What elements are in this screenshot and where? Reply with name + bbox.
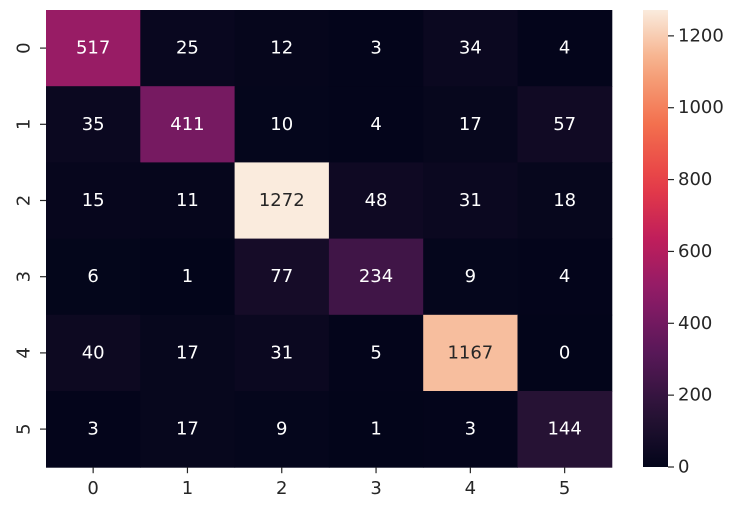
heatmap-cell-r5-c5 xyxy=(517,391,613,468)
x-axis: 0 1 2 3 4 5 xyxy=(87,467,570,499)
cell-value-r0-c2: 12 xyxy=(270,38,293,59)
cell-value-r4-c4: 1167 xyxy=(447,342,493,363)
heatmap-cell-r5-c1 xyxy=(140,391,236,468)
cell-value-r1-c0: 35 xyxy=(82,114,105,135)
heatmap-cell-r4-c4 xyxy=(423,314,518,392)
colorbar-tick-label-6: 1200 xyxy=(678,25,724,46)
cell-value-r5-c0: 3 xyxy=(87,419,98,440)
cell-value-r5-c4: 3 xyxy=(465,419,476,440)
cell-value-r1-c5: 57 xyxy=(553,114,576,135)
heatmap-cell-r1-c2 xyxy=(234,86,330,163)
cell-value-r0-c4: 34 xyxy=(459,38,482,59)
colorbar: 0 200 400 600 800 1000 1200 xyxy=(643,10,724,478)
cell-value-r0-c3: 3 xyxy=(370,38,381,59)
x-tick-label-5: 5 xyxy=(559,478,570,499)
cell-value-r4-c2: 31 xyxy=(270,342,293,363)
heatmap-cells xyxy=(46,10,613,468)
heatmap-cell-r2-c2 xyxy=(234,162,330,240)
cell-value-r5-c1: 17 xyxy=(176,419,199,440)
cell-value-r3-c0: 6 xyxy=(87,266,98,287)
cell-value-r5-c2: 9 xyxy=(276,419,287,440)
cell-value-r0-c1: 25 xyxy=(176,38,199,59)
cell-value-r3-c1: 1 xyxy=(182,266,193,287)
colorbar-tick-label-5: 1000 xyxy=(678,97,724,118)
heatmap-cell-r4-c2 xyxy=(234,314,330,392)
cell-value-r2-c4: 31 xyxy=(459,190,482,211)
cell-value-r3-c3: 234 xyxy=(359,266,393,287)
heatmap-cell-r4-c5 xyxy=(517,314,613,392)
x-tick-label-1: 1 xyxy=(182,478,193,499)
heatmap-cell-r3-c0 xyxy=(46,238,141,316)
cell-value-r4-c5: 0 xyxy=(559,342,570,363)
heatmap-cell-r3-c4 xyxy=(423,238,518,316)
x-tick-label-4: 4 xyxy=(465,478,476,499)
colorbar-tick-label-4: 800 xyxy=(678,169,712,190)
heatmap-cell-r1-c5 xyxy=(517,86,613,163)
colorbar-gradient xyxy=(643,10,668,467)
heatmap-cell-r3-c1 xyxy=(140,238,236,316)
cell-value-r2-c2: 1272 xyxy=(259,190,305,211)
y-tick-label-0: 0 xyxy=(14,42,35,53)
cell-value-r4-c3: 5 xyxy=(370,342,381,363)
cell-value-r1-c4: 17 xyxy=(459,114,482,135)
cell-value-r3-c4: 9 xyxy=(465,266,476,287)
heatmap-cell-r2-c5 xyxy=(517,162,613,240)
cell-value-r5-c5: 144 xyxy=(547,419,581,440)
heatmap-cell-r0-c0 xyxy=(46,10,141,87)
colorbar-tick-label-3: 600 xyxy=(678,241,712,262)
y-tick-label-2: 2 xyxy=(14,195,35,206)
heatmap-cell-r5-c3 xyxy=(328,391,424,468)
cell-value-r2-c1: 11 xyxy=(176,190,199,211)
cell-value-r3-c2: 77 xyxy=(270,266,293,287)
x-tick-label-0: 0 xyxy=(87,478,98,499)
y-tick-label-4: 4 xyxy=(14,347,35,358)
x-tick-label-3: 3 xyxy=(370,478,381,499)
cell-value-r1-c2: 10 xyxy=(270,114,293,135)
heatmap-cell-r2-c3 xyxy=(328,162,424,240)
heatmap-cell-r2-c4 xyxy=(423,162,518,240)
cell-value-r1-c3: 4 xyxy=(370,114,381,135)
y-tick-label-1: 1 xyxy=(14,119,35,130)
cell-value-r0-c0: 517 xyxy=(76,38,110,59)
heatmap-cell-r2-c0 xyxy=(46,162,141,240)
heatmap-cell-r2-c1 xyxy=(140,162,236,240)
y-axis: 0 1 2 3 4 5 xyxy=(14,42,46,435)
cell-value-r2-c5: 18 xyxy=(553,190,576,211)
heatmap-cell-r4-c3 xyxy=(328,314,424,392)
heatmap-cell-r3-c5 xyxy=(517,238,613,316)
heatmap-cell-r0-c2 xyxy=(234,10,330,87)
colorbar-tick-label-0: 0 xyxy=(678,457,689,478)
colorbar-tick-label-1: 200 xyxy=(678,385,712,406)
heatmap-cell-r4-c1 xyxy=(140,314,236,392)
colorbar-tick-label-2: 400 xyxy=(678,313,712,334)
cell-value-r3-c5: 4 xyxy=(559,266,570,287)
heatmap-cell-r1-c4 xyxy=(423,86,518,163)
heatmap-cell-r0-c3 xyxy=(328,10,424,87)
cell-value-r1-c1: 411 xyxy=(170,114,204,135)
y-tick-label-5: 5 xyxy=(14,423,35,434)
cell-value-r2-c3: 48 xyxy=(365,190,388,211)
cell-value-r5-c3: 1 xyxy=(370,419,381,440)
heatmap-cell-r0-c4 xyxy=(423,10,518,87)
heatmap-cell-r1-c3 xyxy=(328,86,424,163)
cell-value-r4-c1: 17 xyxy=(176,342,199,363)
heatmap-cell-r5-c4 xyxy=(423,391,518,468)
heatmap-cell-r1-c0 xyxy=(46,86,141,163)
cell-value-r4-c0: 40 xyxy=(82,342,105,363)
heatmap-cell-r0-c1 xyxy=(140,10,236,87)
heatmap-cell-r0-c5 xyxy=(517,10,613,87)
heatmap-cell-r3-c3 xyxy=(328,238,424,316)
heatmap-cell-r5-c2 xyxy=(234,391,330,468)
y-tick-label-3: 3 xyxy=(14,271,35,282)
cell-value-r0-c5: 4 xyxy=(559,38,570,59)
cell-value-r2-c0: 15 xyxy=(82,190,105,211)
heatmap-cell-r4-c0 xyxy=(46,314,141,392)
heatmap-cell-r1-c1 xyxy=(140,86,236,163)
heatmap-cell-r3-c2 xyxy=(234,238,330,316)
heatmap-cell-r5-c0 xyxy=(46,391,141,468)
x-tick-label-2: 2 xyxy=(276,478,287,499)
